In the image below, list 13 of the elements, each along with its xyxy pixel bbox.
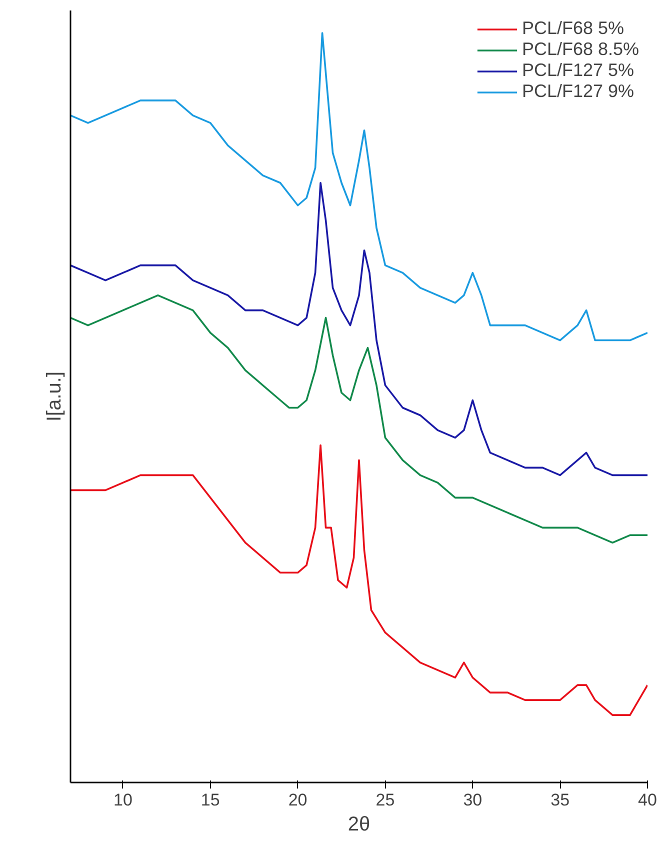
x-tick-label: 15 <box>200 790 220 810</box>
x-tick-label: 20 <box>288 790 308 810</box>
legend-label: PCL/F68 8.5% <box>522 39 639 60</box>
legend-label: PCL/F127 5% <box>522 60 634 81</box>
x-tick-label: 40 <box>638 790 657 810</box>
x-tick-label: 25 <box>376 790 395 810</box>
x-axis-title: 2θ <box>348 814 370 836</box>
legend-label: PCL/F127 9% <box>522 81 634 102</box>
x-tick-label: 10 <box>114 790 132 810</box>
legend-label: PCL/F68 5% <box>522 18 624 39</box>
y-axis-title: I[a.u.] <box>44 371 66 422</box>
x-tick-label: 35 <box>550 790 570 810</box>
x-tick-label: 30 <box>463 790 482 810</box>
